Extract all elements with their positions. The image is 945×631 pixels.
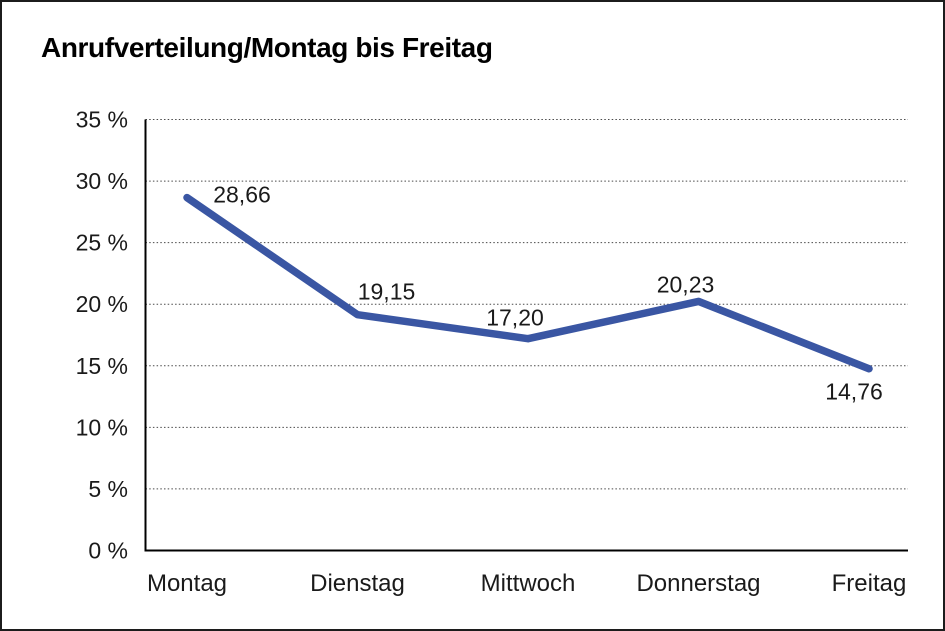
y-axis-tick-label: 35 % [76, 107, 128, 133]
data-point-label: 19,15 [358, 279, 416, 305]
x-category-label: Freitag [832, 570, 907, 597]
y-axis-tick-label: 10 % [76, 414, 128, 440]
series-line [183, 193, 873, 373]
y-axis-tick-label: 25 % [76, 230, 128, 256]
chart-title: Anrufverteilung/Montag bis Freitag [41, 32, 493, 63]
y-axis-tick-label: 0 % [88, 538, 128, 564]
data-point-label: 28,66 [213, 182, 271, 208]
y-axis-tick-label: 15 % [76, 353, 128, 379]
x-category-label: Donnerstag [636, 570, 760, 597]
data-point-label: 20,23 [657, 271, 715, 297]
x-category-label: Montag [147, 570, 227, 597]
y-axis-tick-label: 5 % [88, 476, 128, 502]
x-category-label: Dienstag [310, 570, 405, 597]
data-point-label: 14,76 [825, 379, 883, 405]
x-category-label: Mittwoch [481, 570, 576, 597]
y-axis-tick-label: 30 % [76, 168, 128, 194]
y-axis-tick-label: 20 % [76, 291, 128, 317]
data-point-label: 17,20 [486, 305, 544, 331]
